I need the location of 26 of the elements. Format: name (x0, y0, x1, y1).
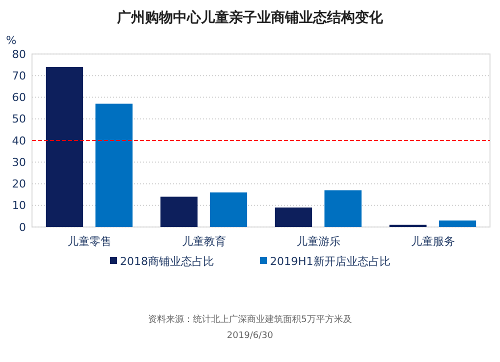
text: 2019/6/30 (226, 331, 274, 341)
y-tick-label: 70 (12, 69, 26, 82)
y-tick-label: 60 (12, 91, 26, 104)
y-tick-label: 40 (12, 134, 26, 148)
bar (46, 66, 84, 227)
bar (160, 196, 198, 227)
y-tick-label: 20 (12, 178, 26, 191)
legend-label: 2019H1新开店业态占比 (270, 255, 390, 268)
x-tick-label: 儿童服务 (410, 235, 455, 248)
chart-title: 广州购物中心儿童亲子业商铺业态结构变化 (116, 9, 384, 26)
legend-label: 2018商铺业态占比 (120, 255, 214, 268)
y-tick-label: 10 (12, 199, 26, 212)
y-tick-label: 80 (12, 48, 26, 61)
bar (324, 190, 362, 227)
x-tick-label: 儿童零售 (67, 235, 112, 248)
bar (95, 104, 133, 227)
x-tick-label: 儿童教育 (182, 235, 226, 248)
y-tick-label: 0 (19, 220, 26, 234)
text: 资料来源：统计北上广深商业建筑面积5万平方米及 (148, 314, 352, 325)
bar (274, 208, 312, 227)
bar (438, 220, 476, 227)
bar (210, 192, 248, 227)
y-tick-label: 30 (12, 156, 26, 169)
y-axis-title: % (6, 34, 16, 47)
y-tick-label: 50 (12, 112, 26, 126)
x-tick-label: 儿童游乐 (296, 235, 340, 248)
